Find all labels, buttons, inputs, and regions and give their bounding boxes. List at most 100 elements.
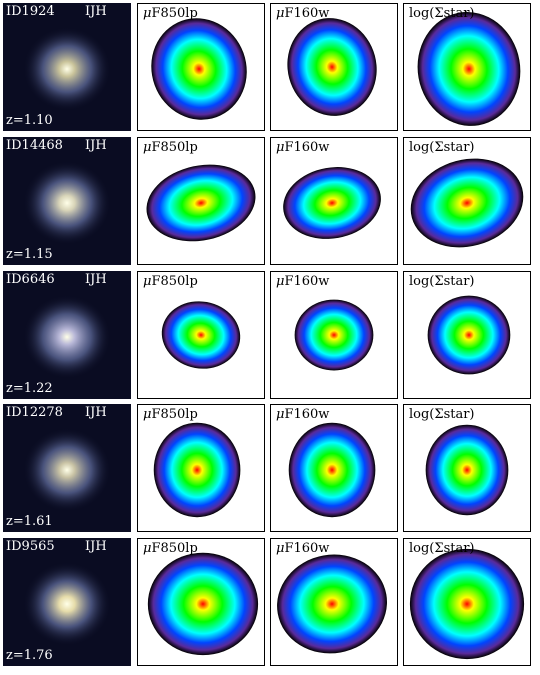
galaxy-color-image: ID14468 IJH z=1.15 — [3, 137, 131, 265]
color-band-label: IJH — [85, 138, 107, 153]
stellar-mass-density-panel: log(Σstar) — [403, 271, 531, 399]
mu-symbol: μ — [143, 407, 152, 422]
f850lp-surface-brightness-panel: μF850lp — [137, 404, 265, 532]
panel-label-text: F160w — [284, 274, 330, 289]
galaxy-id: ID9565 — [6, 539, 55, 554]
galaxy-glow — [23, 428, 111, 512]
color-band-label: IJH — [85, 405, 107, 420]
galaxy-row: ID9565 IJH z=1.76 μF850lp μF160w log(Σstar) — [0, 538, 540, 666]
color-band-label: IJH — [85, 4, 107, 19]
galaxy-color-image: ID12278 IJH z=1.61 — [3, 404, 131, 532]
galaxy-row: ID1924 IJH z=1.10 μF850lp μF160w log(Σstar) — [0, 3, 540, 131]
color-band-label: IJH — [85, 539, 107, 554]
mu-symbol: μ — [143, 140, 152, 155]
panel-label-text: F850lp — [151, 541, 198, 556]
galaxy-glow — [23, 295, 111, 379]
galaxy-glow — [23, 562, 111, 646]
galaxy-id: ID14468 — [6, 138, 63, 153]
panel-label: μF850lp — [143, 141, 198, 155]
intensity-map — [410, 158, 524, 248]
panel-label-text: log(Σstar) — [409, 407, 475, 422]
f160w-surface-brightness-panel: μF160w — [270, 3, 398, 131]
intensity-map — [277, 554, 387, 654]
redshift-label: z=1.10 — [6, 113, 53, 128]
galaxy-row: ID12278 IJH z=1.61 μF850lp μF160w log(Σstar) — [0, 404, 540, 532]
redshift-label: z=1.22 — [6, 381, 53, 396]
panel-label: μF160w — [276, 7, 329, 21]
panel-label: μF850lp — [143, 542, 198, 556]
panel-label: μF160w — [276, 141, 329, 155]
mu-symbol: μ — [276, 6, 285, 21]
panel-label-text: F850lp — [151, 140, 198, 155]
panel-label-text: F160w — [284, 541, 330, 556]
mu-symbol: μ — [143, 274, 152, 289]
stellar-mass-density-panel: log(Σstar) — [403, 137, 531, 265]
panel-label: μF850lp — [143, 275, 198, 289]
panel-label-text: F850lp — [151, 274, 198, 289]
galaxy-glow — [23, 27, 111, 111]
stellar-mass-density-panel: log(Σstar) — [403, 404, 531, 532]
galaxy-color-image: ID9565 IJH z=1.76 — [3, 538, 131, 666]
galaxy-color-image: ID6646 IJH z=1.22 — [3, 271, 131, 399]
galaxy-id: ID1924 — [6, 4, 55, 19]
panel-label: μF850lp — [143, 408, 198, 422]
intensity-map — [417, 12, 521, 126]
panel-label-text: log(Σstar) — [409, 6, 475, 21]
intensity-map — [146, 164, 256, 242]
redshift-label: z=1.15 — [6, 247, 53, 262]
panel-label-text: F160w — [284, 407, 330, 422]
color-band-label: IJH — [85, 272, 107, 287]
f850lp-surface-brightness-panel: μF850lp — [137, 3, 265, 131]
panel-label-text: log(Σstar) — [409, 274, 475, 289]
f160w-surface-brightness-panel: μF160w — [270, 538, 398, 666]
intensity-map — [294, 299, 374, 371]
galaxy-color-image: ID1924 IJH z=1.10 — [3, 3, 131, 131]
galaxy-row: ID6646 IJH z=1.22 μF850lp μF160w log(Σstar) — [0, 271, 540, 399]
intensity-map — [427, 295, 511, 375]
mu-symbol: μ — [276, 541, 285, 556]
mu-symbol: μ — [276, 274, 285, 289]
f850lp-surface-brightness-panel: μF850lp — [137, 137, 265, 265]
intensity-map — [151, 18, 247, 120]
panel-label: μF160w — [276, 275, 329, 289]
f850lp-surface-brightness-panel: μF850lp — [137, 538, 265, 666]
galaxy-glow — [23, 161, 111, 245]
panel-label: μF160w — [276, 542, 329, 556]
panel-label-text: log(Σstar) — [409, 140, 475, 155]
panel-label: μF850lp — [143, 7, 198, 21]
galaxy-row: ID14468 IJH z=1.15 μF850lp μF160w log(Σstar) — [0, 137, 540, 265]
panel-label-text: F160w — [284, 6, 330, 21]
redshift-label: z=1.61 — [6, 514, 53, 529]
f850lp-surface-brightness-panel: μF850lp — [137, 271, 265, 399]
panel-label: log(Σstar) — [409, 275, 475, 289]
mu-symbol: μ — [143, 6, 152, 21]
panel-label: μF160w — [276, 408, 329, 422]
mu-symbol: μ — [143, 541, 152, 556]
panel-label: log(Σstar) — [409, 408, 475, 422]
intensity-map — [147, 552, 259, 656]
panel-label-text: F160w — [284, 140, 330, 155]
intensity-map — [288, 422, 376, 518]
stellar-mass-density-panel: log(Σstar) — [403, 538, 531, 666]
panel-label-text: F850lp — [151, 6, 198, 21]
intensity-map — [287, 18, 377, 116]
panel-label-text: log(Σstar) — [409, 541, 475, 556]
intensity-map — [153, 422, 241, 518]
f160w-surface-brightness-panel: μF160w — [270, 404, 398, 532]
intensity-map — [161, 301, 241, 369]
intensity-map — [409, 548, 525, 660]
stellar-mass-density-panel: log(Σstar) — [403, 3, 531, 131]
mu-symbol: μ — [276, 140, 285, 155]
galaxy-id: ID12278 — [6, 405, 63, 420]
panel-label: log(Σstar) — [409, 141, 475, 155]
mu-symbol: μ — [276, 407, 285, 422]
panel-label: log(Σstar) — [409, 7, 475, 21]
f160w-surface-brightness-panel: μF160w — [270, 137, 398, 265]
panel-label: log(Σstar) — [409, 542, 475, 556]
intensity-map — [283, 167, 381, 239]
panel-label-text: F850lp — [151, 407, 198, 422]
f160w-surface-brightness-panel: μF160w — [270, 271, 398, 399]
galaxy-id: ID6646 — [6, 272, 55, 287]
intensity-map — [425, 424, 509, 516]
